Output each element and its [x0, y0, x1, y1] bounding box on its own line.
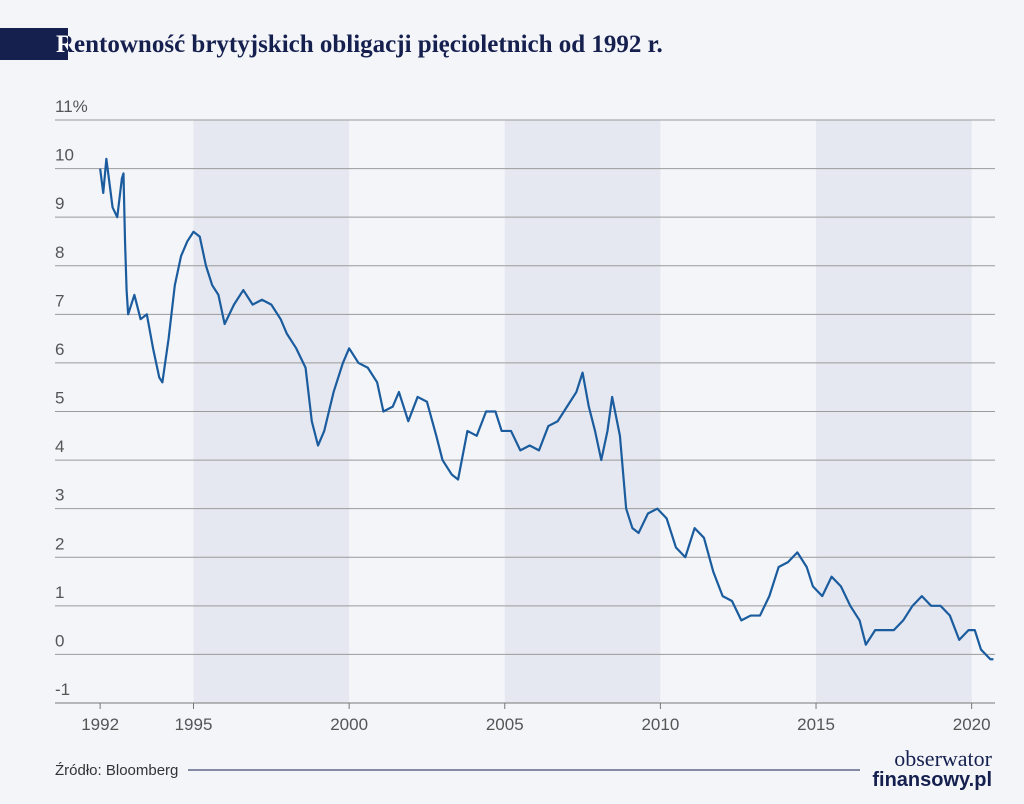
chart-title-accent: Rentowność brytyjskich obligacji pięciol…	[56, 31, 663, 58]
line	[99, 157, 994, 661]
y-tick-label: 6	[55, 340, 64, 359]
y-tick-label: 9	[55, 194, 64, 213]
y-tick-label: 4	[55, 437, 64, 456]
x-tick-label: 2020	[953, 715, 991, 734]
y-tick-label: 11%	[55, 97, 88, 116]
y-tick-label: 10	[55, 146, 74, 165]
y-tick-label: 3	[55, 486, 64, 505]
x-tick-label: 2010	[641, 715, 679, 734]
y-tick-label: 8	[55, 243, 64, 262]
title-marker	[0, 28, 68, 60]
y-tick-label: 1	[55, 583, 64, 602]
source: Źródło: Bloomberg	[55, 762, 178, 779]
y-tick-label: 0	[55, 631, 64, 650]
y-tick-label: 7	[55, 291, 64, 310]
chart-title: Rentowność brytyjskich obligacji pięciol…	[56, 31, 663, 58]
y-tick-label: 2	[55, 534, 64, 553]
x-tick-label: 2015	[797, 715, 835, 734]
y-tick-label: 5	[55, 389, 64, 408]
x-tick-label: 2000	[330, 715, 368, 734]
x-tick-label: 1995	[175, 715, 213, 734]
logo-top: obserwator	[894, 746, 992, 771]
x-tick-label: 2005	[486, 715, 524, 734]
y-tick-label: -1	[55, 680, 70, 699]
x-tick-label: 1992	[81, 715, 119, 734]
logo-bottom: finansowy.pl	[872, 769, 992, 791]
